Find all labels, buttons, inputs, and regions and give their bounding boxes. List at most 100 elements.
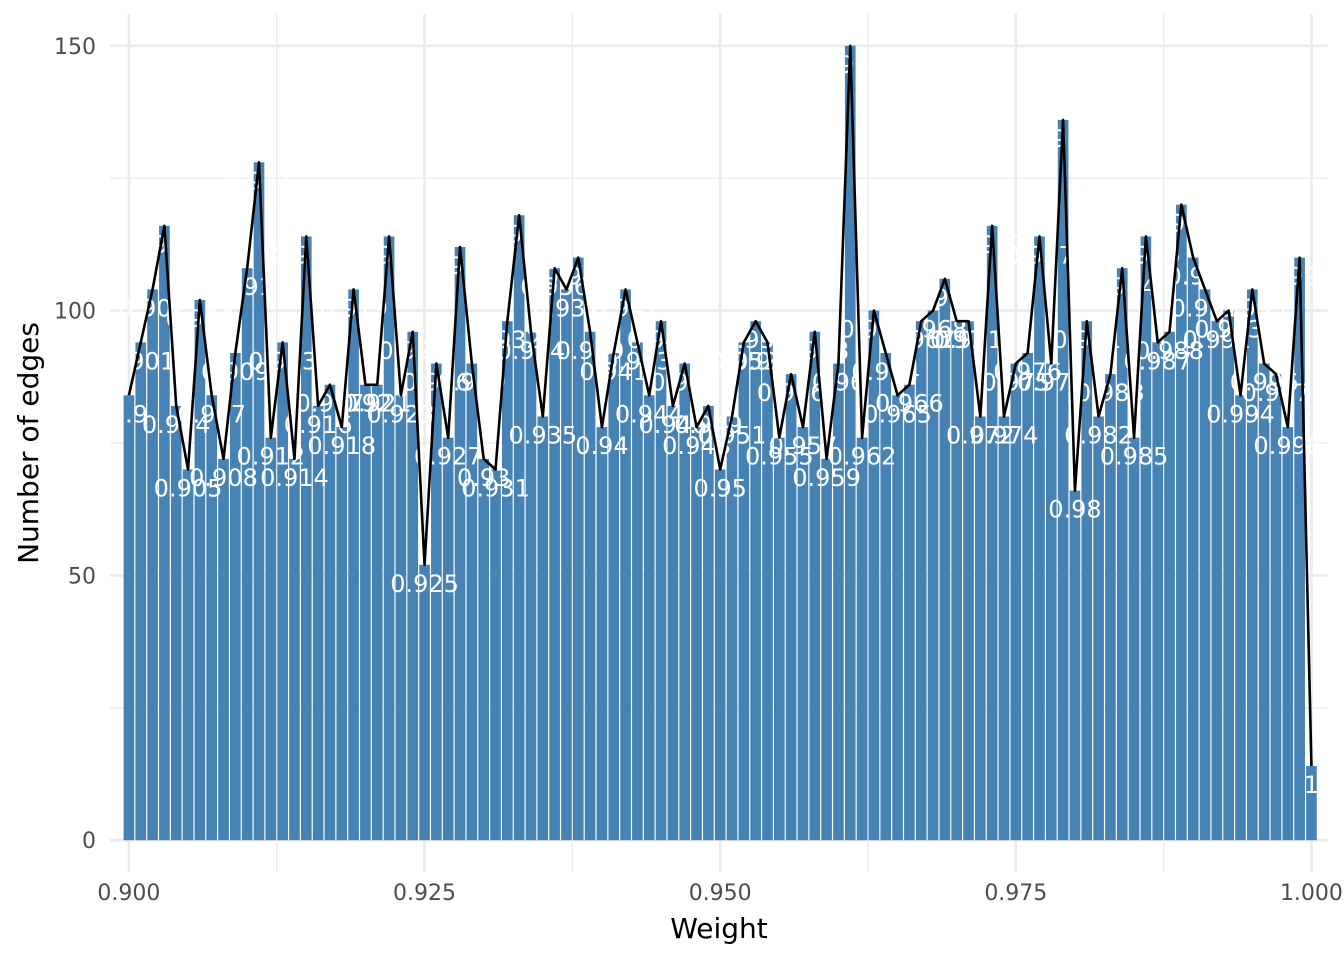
bar-value-label: 0.987 (1123, 347, 1192, 375)
bar (135, 342, 147, 841)
bar (998, 416, 1010, 841)
bar-value-label: 0.985 (1100, 443, 1169, 471)
bar (525, 331, 537, 841)
bar (147, 289, 158, 841)
bar-value-label: 0.9 (110, 400, 148, 428)
bar-value-label: 0.935 (508, 422, 577, 450)
bars (123, 45, 1317, 841)
bar (927, 310, 939, 841)
bar (277, 342, 288, 841)
bar (833, 363, 844, 841)
bar (1294, 257, 1305, 841)
bar (1199, 289, 1211, 841)
bar (738, 342, 750, 841)
bar-value-label: 0.927 (414, 443, 483, 471)
bar (821, 458, 832, 841)
bar-value-label: 0.955 (745, 443, 814, 471)
bar (1069, 490, 1081, 841)
bar (490, 469, 501, 841)
bar (289, 458, 300, 841)
bar (963, 321, 974, 841)
bar (915, 321, 927, 841)
bar (561, 289, 572, 841)
bar-value-label: 0.925 (390, 570, 459, 598)
bar-value-label: 0.966 (875, 390, 944, 418)
bar (1105, 374, 1116, 841)
bar-value-label: 0.988 (1135, 337, 1204, 365)
bar-value-label: 0.978 (1017, 369, 1086, 397)
bar (880, 352, 892, 841)
bar-value-label: 0.902 (118, 294, 187, 322)
bar-value-label: 0.914 (260, 464, 329, 492)
bar (1010, 363, 1022, 841)
bar-value-label: 0.907 (177, 400, 246, 428)
bar (1223, 310, 1234, 841)
bar (1081, 321, 1093, 841)
bar (1270, 374, 1282, 841)
bar (1235, 395, 1246, 841)
bar-value-label: 0.901 (106, 347, 175, 375)
bar (904, 384, 915, 841)
bar (419, 564, 430, 841)
bar (951, 321, 963, 841)
bar-value-label: 0.93 (457, 464, 510, 492)
bar (407, 331, 419, 841)
bar-value-label: 0.994 (1206, 400, 1275, 428)
bar (726, 416, 738, 841)
bar (513, 215, 525, 841)
y-tick-label: 150 (54, 35, 96, 60)
bar-value-label: 0.95 (693, 474, 746, 502)
bar (809, 331, 821, 841)
bar (218, 458, 229, 841)
bar (939, 278, 951, 841)
bar-value-label: 0.959 (792, 464, 861, 492)
bar (241, 268, 253, 841)
bar (856, 437, 868, 841)
bar (300, 236, 312, 841)
bar (868, 310, 880, 841)
bar (159, 225, 170, 841)
x-tick-label: 0.900 (97, 881, 160, 906)
bar (596, 427, 608, 841)
bar-value-label: 0.983 (1076, 379, 1145, 407)
bar (1140, 236, 1152, 841)
bar-value-label: 0.918 (307, 432, 376, 460)
bar (537, 416, 549, 841)
bar (170, 405, 182, 841)
bar (1128, 437, 1140, 841)
bar-value-label: 0.934 (497, 337, 566, 365)
bar (1022, 352, 1033, 841)
bar-value-label: 0.94 (575, 432, 628, 460)
bar (182, 469, 194, 841)
bar (703, 405, 714, 841)
bar (230, 352, 241, 841)
bar (572, 257, 584, 841)
bar (360, 384, 371, 841)
bar (395, 395, 407, 841)
bar (643, 395, 655, 841)
bar (549, 268, 560, 841)
x-tick-label: 0.950 (689, 881, 752, 906)
bar-value-label: 0.993 (1194, 316, 1263, 344)
bar (620, 289, 631, 841)
trend-line-group (127, 44, 1313, 767)
x-tick-label: 0.925 (393, 881, 456, 906)
bar-value-label: 0.905 (154, 474, 223, 502)
bar (1164, 331, 1175, 841)
bar (431, 363, 442, 841)
x-axis-title: Weight (670, 912, 768, 945)
x-tick-label: 0.975 (984, 881, 1047, 906)
bar-value-label: 0.972 (946, 422, 1015, 450)
bar (348, 289, 359, 841)
bar (454, 247, 466, 841)
bar (123, 395, 135, 841)
bar (608, 352, 620, 841)
bar (1034, 236, 1045, 841)
bar (324, 384, 336, 841)
bar (466, 363, 478, 841)
bar-value-label: 0.951 (698, 422, 767, 450)
bar-value-label: 0.998 (1253, 432, 1322, 460)
bar-value-label: 0.917 (296, 390, 365, 418)
bar (1258, 363, 1270, 841)
